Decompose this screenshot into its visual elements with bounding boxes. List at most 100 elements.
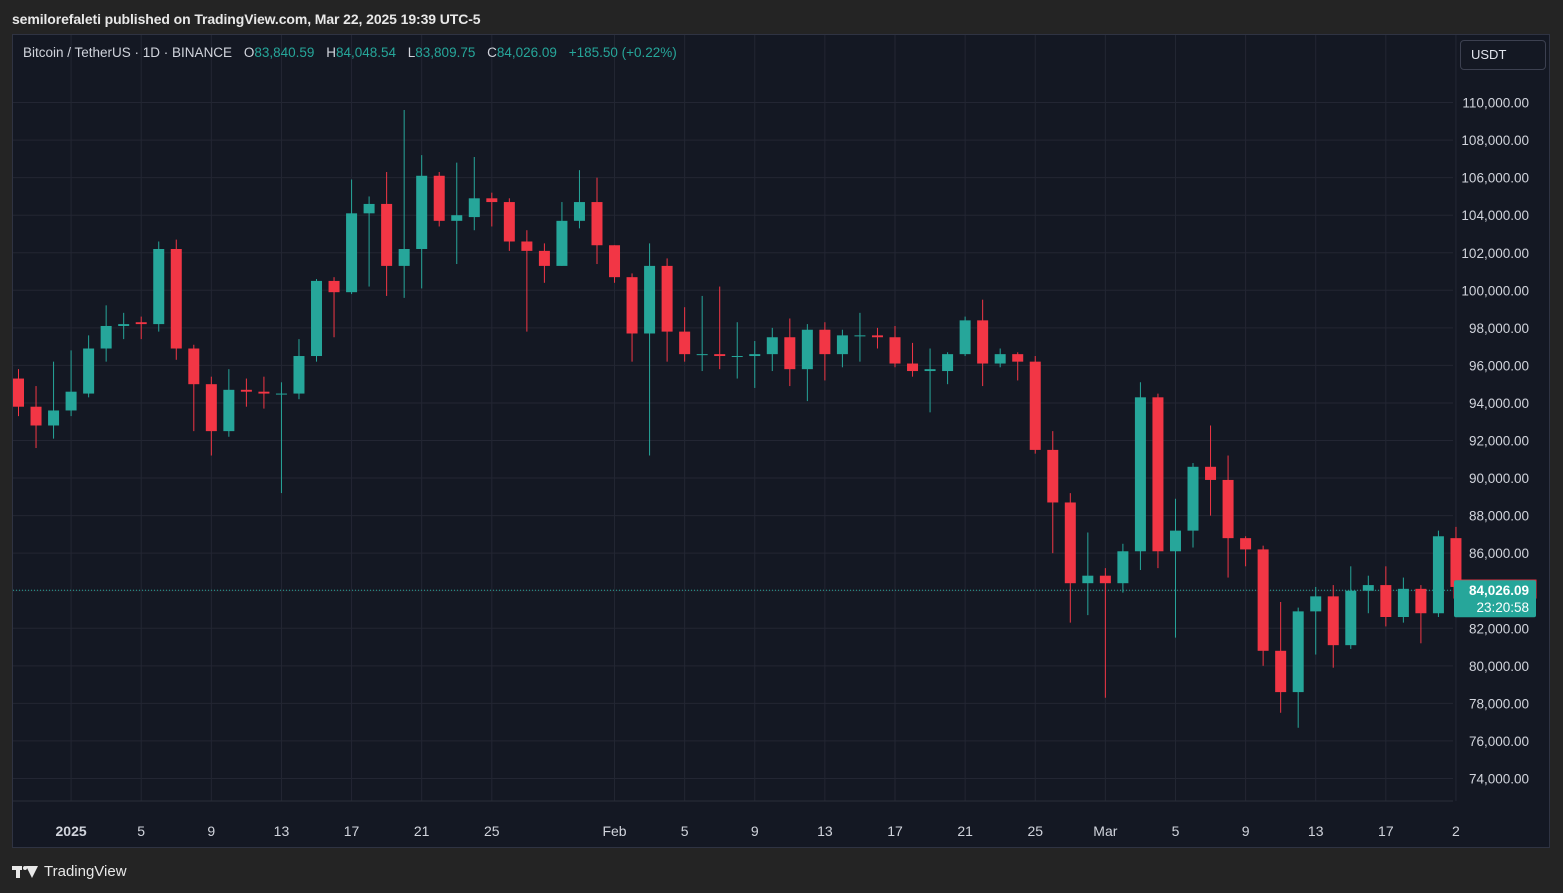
candle	[1275, 601, 1287, 713]
time-tick-label: 9	[207, 823, 215, 839]
candle-body	[591, 202, 603, 246]
candle	[1380, 566, 1392, 627]
candle-body	[871, 335, 883, 338]
tradingview-brand-text: TradingView	[44, 863, 127, 880]
price-tick-label: 86,000.00	[1469, 546, 1529, 561]
candle	[1327, 585, 1339, 668]
candle-body	[30, 406, 42, 426]
change-value: +185.50 (+0.22%)	[568, 45, 677, 60]
candle	[661, 258, 673, 362]
candle	[696, 295, 708, 372]
candle-body	[1292, 611, 1304, 693]
time-tick-label: 21	[957, 823, 973, 839]
candle	[1310, 586, 1322, 655]
published-info: semilorefaleti published on TradingView.…	[12, 11, 481, 27]
candle-body	[1257, 549, 1269, 651]
candle-body	[188, 348, 200, 385]
candle-body	[626, 277, 638, 334]
candle-body	[609, 245, 621, 278]
candle	[188, 344, 200, 432]
time-tick-label: 5	[137, 823, 145, 839]
price-tick-label: 96,000.00	[1469, 358, 1529, 373]
candle	[1012, 352, 1024, 381]
price-tick-label: 74,000.00	[1469, 771, 1529, 786]
candle-body	[836, 335, 848, 355]
time-tick-label: 17	[887, 823, 903, 839]
candle	[451, 162, 463, 265]
candle	[1117, 543, 1129, 593]
candle	[538, 243, 550, 283]
countdown-label: 23:20:58	[1476, 600, 1529, 615]
candle-body	[1152, 397, 1164, 552]
time-axis: 2025 5 9 13 17 21 25 Feb 5 9 13 17 21 25 Mar 5 9 13 17 2	[56, 823, 1461, 839]
candle-body	[819, 329, 831, 355]
currency-button[interactable]: USDT	[1460, 40, 1546, 70]
candle	[1415, 585, 1427, 644]
time-tick-label: 5	[681, 823, 689, 839]
candle-body	[503, 202, 515, 242]
candle-body	[1169, 530, 1181, 552]
candle-body	[13, 378, 24, 407]
time-tick-label: 9	[1242, 823, 1250, 839]
candle	[889, 325, 901, 368]
candle-body	[451, 215, 463, 221]
symbol-label[interactable]: Bitcoin / TetherUS · 1D · BINANCE	[23, 45, 233, 60]
candle	[731, 322, 743, 379]
candle-body	[433, 175, 445, 221]
candle-body	[1205, 466, 1217, 480]
price-tick-label: 80,000.00	[1469, 659, 1529, 674]
candle	[328, 277, 340, 338]
candle-body	[1397, 588, 1409, 617]
candle-body	[1380, 585, 1392, 617]
candle	[13, 369, 24, 417]
candle	[766, 327, 778, 372]
candle-body	[1029, 361, 1041, 450]
candle-body	[135, 322, 147, 325]
candle-body	[1099, 575, 1111, 584]
candle-body	[486, 198, 498, 203]
candlestick-chart[interactable]: 74,000.00 76,000.00 78,000.00 80,000.00 82,0…	[13, 35, 1549, 847]
time-tick-label: 17	[344, 823, 360, 839]
candle-body	[328, 280, 340, 293]
price-tick-label: 110,000.00	[1462, 96, 1529, 111]
candle	[503, 198, 515, 251]
candle-body	[994, 354, 1006, 364]
candle	[907, 342, 919, 377]
price-tick-label: 108,000.00	[1461, 133, 1529, 148]
candle-body	[118, 324, 130, 326]
candle-body	[714, 354, 726, 357]
time-tick-label: 2	[1452, 823, 1460, 839]
candle	[1222, 455, 1234, 578]
candle	[801, 324, 813, 402]
candle	[1397, 577, 1409, 623]
candle-body	[573, 202, 585, 221]
tradingview-logo[interactable]: TradingView	[12, 860, 127, 884]
candle	[644, 243, 656, 456]
candle	[521, 230, 533, 332]
candle-body	[381, 203, 393, 266]
candle	[977, 299, 989, 387]
candle	[416, 155, 428, 289]
candle-body	[801, 329, 813, 370]
candle-body	[959, 320, 971, 355]
price-tick-label: 102,000.00	[1461, 246, 1529, 261]
low-label: L	[407, 45, 416, 60]
candle	[153, 241, 165, 332]
price-tick-label: 90,000.00	[1469, 471, 1529, 486]
candle-body	[1345, 590, 1357, 646]
candle-body	[521, 241, 533, 251]
candle	[1082, 532, 1094, 616]
candle-body	[170, 249, 182, 349]
candle-body	[556, 220, 568, 266]
candle	[311, 279, 323, 362]
candle	[1134, 382, 1146, 571]
last-price-label: 84,026.09	[1469, 583, 1529, 598]
candle-body	[1310, 596, 1322, 612]
candle	[1169, 498, 1181, 638]
chart-frame[interactable]: 74,000.00 76,000.00 78,000.00 80,000.00 82,0…	[12, 34, 1550, 848]
time-tick-label: Feb	[602, 823, 626, 839]
candle-body	[346, 213, 358, 293]
candle-body	[1240, 538, 1252, 550]
candle	[1432, 530, 1444, 617]
candle-body	[696, 354, 708, 356]
